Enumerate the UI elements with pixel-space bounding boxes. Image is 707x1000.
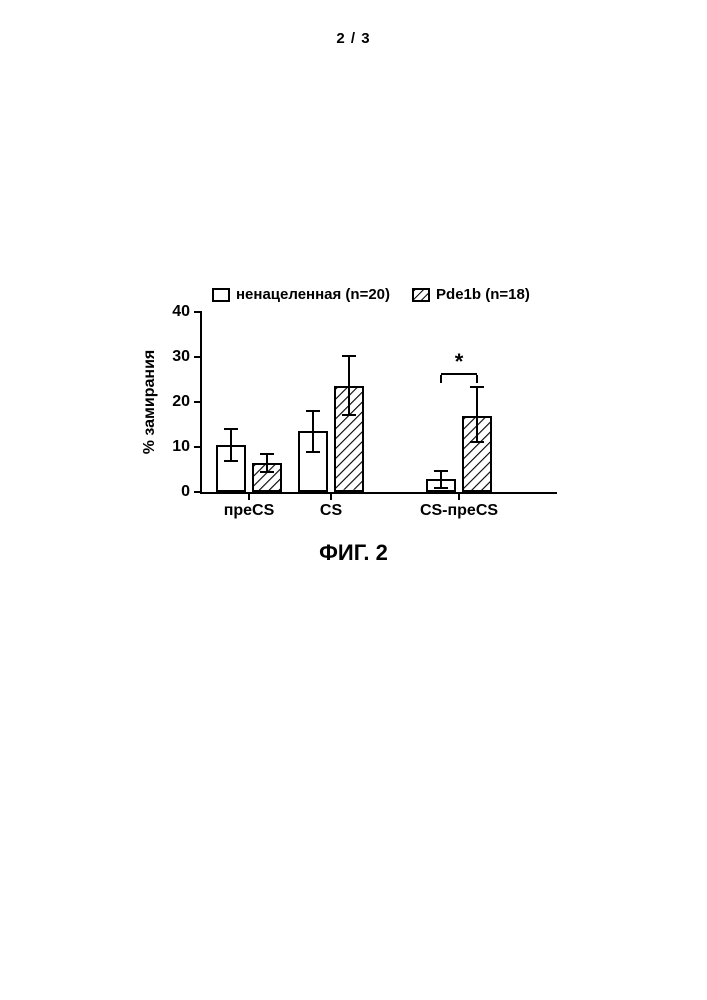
- legend-label-series1: ненацеленная (n=20): [236, 286, 390, 303]
- error-cap: [224, 460, 238, 462]
- x-tick: [330, 492, 332, 500]
- x-tick: [458, 492, 460, 500]
- legend-swatch-hatched: [412, 288, 430, 302]
- legend-item-series1: ненацеленная (n=20): [212, 286, 390, 303]
- error-cap: [306, 410, 320, 412]
- error-bar: [476, 387, 478, 441]
- error-bar: [348, 356, 350, 415]
- y-tick-label: 40: [172, 303, 190, 321]
- error-cap: [342, 414, 356, 416]
- y-tick: [194, 491, 202, 493]
- error-cap: [260, 471, 274, 473]
- error-cap: [260, 453, 274, 455]
- error-cap: [434, 470, 448, 472]
- y-tick-label: 0: [181, 483, 190, 501]
- y-tick: [194, 401, 202, 403]
- legend: ненацеленная (n=20) Pde1b (n=18): [212, 286, 530, 303]
- y-axis-label: % замирания: [141, 350, 159, 455]
- y-tick-label: 10: [172, 438, 190, 456]
- error-bar: [440, 471, 442, 487]
- error-cap: [224, 428, 238, 430]
- legend-label-series2: Pde1b (n=18): [436, 286, 530, 303]
- y-tick-label: 30: [172, 348, 190, 366]
- x-tick-label: CS-преCS: [420, 502, 498, 520]
- hatch-pattern-icon: [414, 290, 428, 300]
- error-cap: [470, 386, 484, 388]
- error-cap: [470, 441, 484, 443]
- y-tick-label: 20: [172, 393, 190, 411]
- error-cap: [434, 487, 448, 489]
- plot-area: % замирания 010203040преCSCSCS-преCS*: [200, 312, 557, 494]
- freezing-chart: ненацеленная (n=20) Pde1b (n=18): [130, 290, 560, 540]
- legend-swatch-open: [212, 288, 230, 302]
- error-cap: [306, 451, 320, 453]
- error-bar: [266, 454, 268, 472]
- legend-item-series2: Pde1b (n=18): [412, 286, 530, 303]
- error-bar: [312, 411, 314, 452]
- page-header: 2 / 3: [0, 30, 707, 47]
- x-tick-label: преCS: [224, 502, 275, 520]
- y-tick: [194, 446, 202, 448]
- error-bar: [230, 429, 232, 461]
- y-tick: [194, 311, 202, 313]
- y-tick: [194, 356, 202, 358]
- error-cap: [342, 355, 356, 357]
- x-tick-label: CS: [320, 502, 342, 520]
- x-tick: [248, 492, 250, 500]
- significance-star: *: [455, 349, 464, 375]
- figure-caption: ФИГ. 2: [0, 540, 707, 566]
